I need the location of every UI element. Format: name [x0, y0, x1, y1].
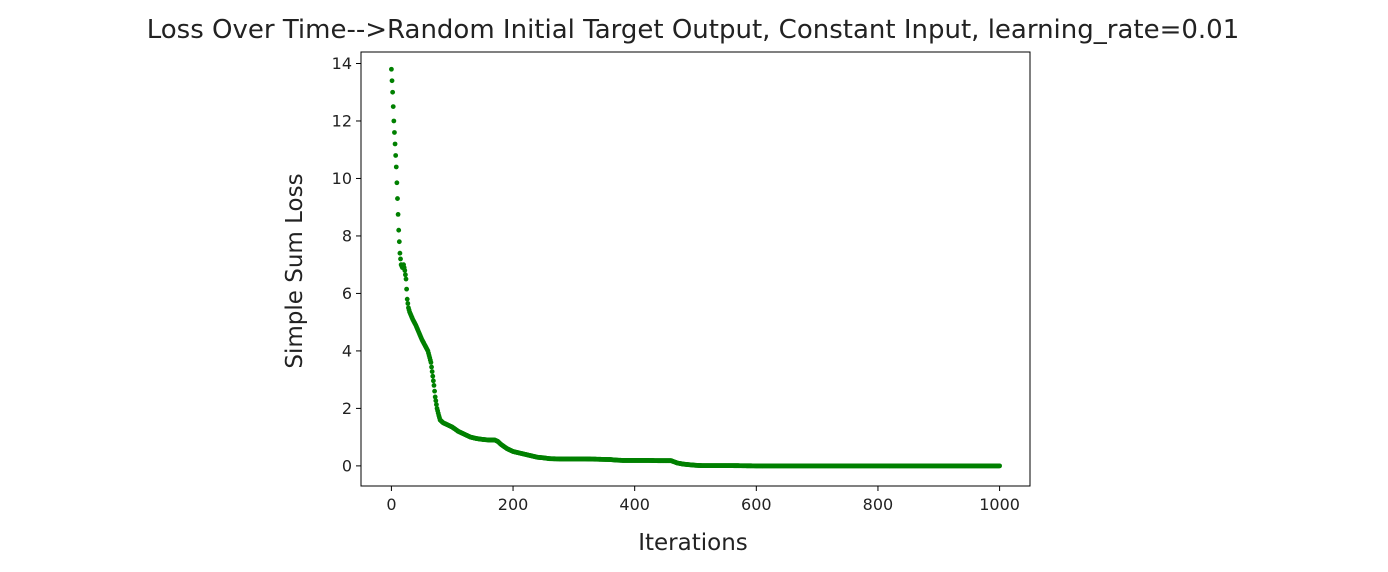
data-point [392, 141, 398, 147]
data-point [392, 130, 397, 135]
data-point [389, 78, 395, 84]
data-point [429, 369, 435, 375]
data-point [393, 153, 399, 158]
data-point [404, 286, 410, 292]
x-axis: 0 200 400 600 800 1000 [386, 486, 1020, 514]
y-axis-title: Simple Sum Loss [282, 173, 308, 368]
data-points [389, 66, 1002, 469]
x-tick-label: 600 [741, 495, 772, 514]
data-point [403, 276, 409, 282]
data-point [391, 118, 397, 124]
data-point [428, 360, 434, 365]
y-tick-label: 0 [342, 456, 352, 475]
data-point [402, 268, 408, 273]
data-point [432, 394, 438, 400]
x-axis-title: Iterations [638, 530, 748, 556]
x-tick-label: 400 [619, 495, 650, 514]
data-point [403, 272, 408, 278]
chart-title: Loss Over Time-->Random Initial Target O… [147, 15, 1240, 45]
data-point [431, 383, 437, 388]
y-axis: 0 2 4 6 8 10 12 14 [332, 54, 361, 475]
y-tick-label: 10 [332, 169, 352, 188]
x-tick-label: 1000 [979, 495, 1020, 514]
data-point [404, 296, 410, 302]
plot-area [360, 51, 1031, 487]
data-point [394, 180, 400, 186]
y-tick-label: 4 [342, 341, 352, 360]
data-point [397, 250, 403, 256]
plot-frame [360, 51, 1031, 487]
data-point [429, 364, 434, 370]
data-point [432, 388, 437, 394]
x-tick-label: 0 [386, 495, 396, 514]
data-point [393, 164, 399, 170]
y-tick-label: 2 [342, 399, 352, 418]
data-point [430, 373, 436, 379]
data-point [395, 196, 400, 201]
data-point [390, 104, 396, 110]
data-point [433, 398, 439, 404]
data-point [434, 402, 439, 407]
data-point [430, 378, 436, 384]
data-point [389, 66, 394, 72]
data-point [398, 256, 403, 262]
y-tick-label: 6 [342, 284, 352, 303]
y-tick-label: 8 [342, 226, 352, 245]
x-tick-label: 200 [498, 495, 529, 514]
data-point [396, 239, 402, 245]
x-tick-label: 800 [863, 495, 894, 514]
y-tick-label: 12 [332, 111, 352, 130]
data-point [997, 463, 1002, 469]
data-point [405, 301, 411, 306]
y-tick-label: 14 [332, 54, 352, 73]
data-point [395, 211, 401, 217]
data-point [390, 89, 396, 95]
data-point [396, 227, 402, 233]
